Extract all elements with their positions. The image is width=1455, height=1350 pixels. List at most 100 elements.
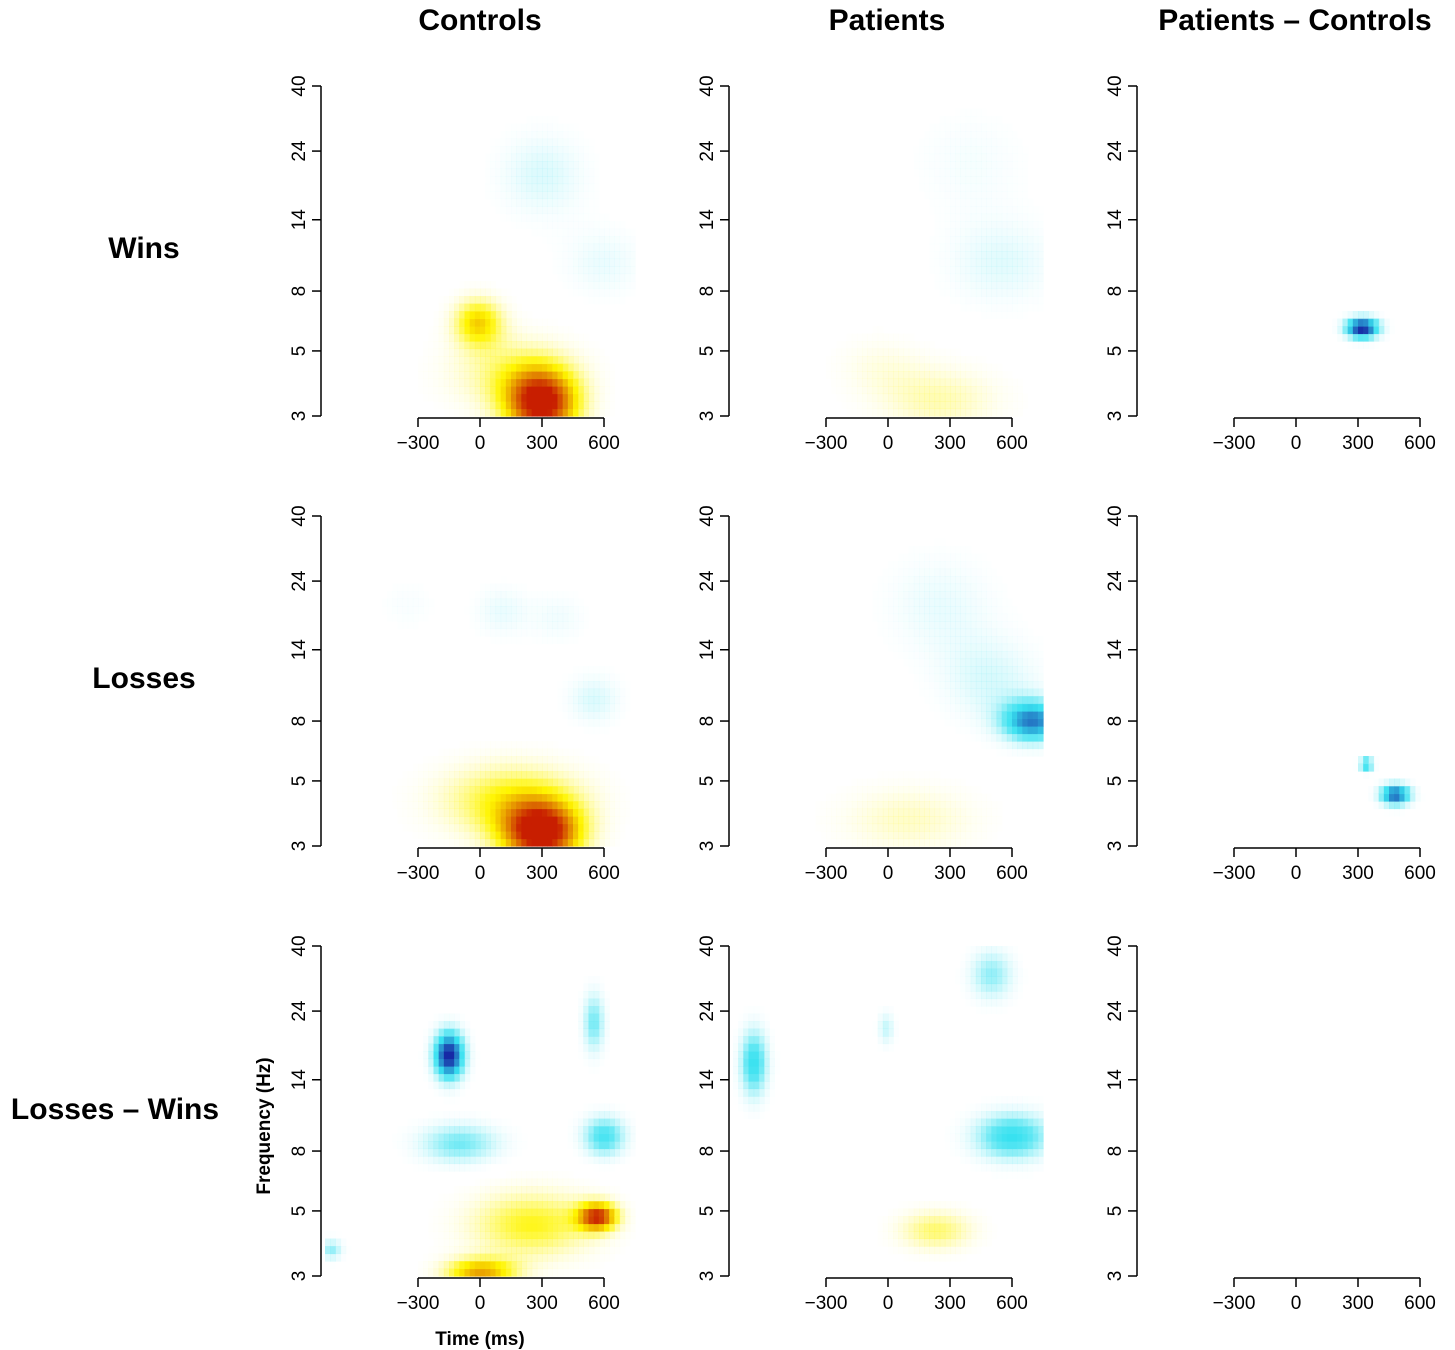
heatmap-cell xyxy=(567,1141,574,1150)
heatmap-cell xyxy=(495,1178,502,1187)
heatmap-cell xyxy=(557,598,564,607)
heatmap-cell xyxy=(516,808,522,817)
heatmap-cell xyxy=(593,778,600,787)
heatmap-cell xyxy=(619,1118,626,1127)
heatmap-cell xyxy=(469,613,476,622)
heatmap-cell xyxy=(516,793,522,802)
heatmap-cell xyxy=(428,778,435,787)
heatmap-cell xyxy=(929,576,936,585)
heatmap-cell xyxy=(919,651,925,660)
heatmap-cell xyxy=(970,666,977,675)
heatmap-cell xyxy=(536,356,543,365)
heatmap-cell xyxy=(485,816,491,825)
heatmap-cell xyxy=(981,553,987,562)
heatmap-cell xyxy=(423,808,429,817)
heatmap-cell xyxy=(474,801,481,810)
heatmap-cell xyxy=(1006,711,1013,720)
heatmap-cell xyxy=(464,341,471,350)
heatmap-cell xyxy=(1027,288,1034,297)
heatmap-cell xyxy=(418,1051,424,1060)
heatmap-cell xyxy=(970,243,977,252)
heatmap-cell xyxy=(1017,393,1023,402)
heatmap-cell xyxy=(500,408,507,417)
heatmap-cell xyxy=(531,401,538,410)
heatmap-cell xyxy=(516,386,522,395)
heatmap-cell xyxy=(418,1058,424,1067)
heatmap-cell xyxy=(970,816,977,825)
heatmap-cell xyxy=(598,1058,605,1067)
heatmap-cell xyxy=(604,688,610,697)
heatmap-cell xyxy=(996,583,1003,592)
heatmap-cell xyxy=(753,1051,760,1060)
heatmap-cell xyxy=(449,756,455,765)
heatmap-cell xyxy=(604,266,610,275)
heatmap-cell xyxy=(485,771,491,780)
heatmap-cell xyxy=(557,183,564,192)
heatmap-cell xyxy=(955,176,961,185)
heatmap-cell xyxy=(1032,221,1039,230)
heatmap-cell xyxy=(573,681,579,690)
heatmap-cell xyxy=(743,1073,750,1082)
heatmap-cell xyxy=(960,123,967,132)
heatmap-cell xyxy=(1006,153,1013,162)
heatmap-cell xyxy=(872,408,879,417)
heatmap-cell xyxy=(996,643,1003,652)
heatmap-cell xyxy=(578,221,584,230)
heatmap-cell xyxy=(733,1073,739,1082)
heatmap-cell xyxy=(893,393,899,402)
heatmap-cell xyxy=(438,363,445,372)
heatmap-cell xyxy=(542,1216,548,1225)
heatmap-cell xyxy=(939,801,946,810)
heatmap-cell xyxy=(552,1231,559,1240)
heatmap-cell xyxy=(438,771,445,780)
heatmap-cell xyxy=(330,1231,336,1240)
heatmap-cell xyxy=(573,408,579,417)
heatmap-cell xyxy=(836,838,843,847)
heatmap-cell xyxy=(965,363,972,372)
heatmap-cell xyxy=(919,386,925,395)
heatmap-cell xyxy=(764,1051,770,1060)
heatmap-cell xyxy=(604,673,610,682)
heatmap-cell xyxy=(872,356,879,365)
heatmap-cell xyxy=(490,1246,497,1255)
heatmap-cell xyxy=(521,613,528,622)
heatmap-cell xyxy=(474,1261,481,1270)
heatmap-cell xyxy=(986,733,992,742)
heatmap-cell xyxy=(573,341,579,350)
heatmap-cell xyxy=(480,1268,486,1277)
x-tick-label: 300 xyxy=(526,433,558,454)
heatmap-cell xyxy=(500,763,507,772)
heatmap-cell xyxy=(474,1231,481,1240)
heatmap-cell xyxy=(748,1066,755,1075)
heatmap-cell xyxy=(629,1201,636,1210)
heatmap-cell xyxy=(500,1126,507,1135)
heatmap-cell xyxy=(464,1261,471,1270)
heatmap-cell xyxy=(748,1103,755,1112)
heatmap-cell xyxy=(970,598,977,607)
heatmap-cell xyxy=(934,243,941,252)
heatmap-cell xyxy=(619,681,626,690)
heatmap-cell xyxy=(862,401,868,410)
heatmap-cell xyxy=(495,583,502,592)
heatmap-cell xyxy=(547,318,553,327)
heatmap-cell xyxy=(609,801,615,810)
heatmap-cell xyxy=(490,748,497,757)
heatmap-cell xyxy=(449,1133,455,1142)
heatmap-cell xyxy=(598,1118,605,1127)
heatmap-cell xyxy=(913,831,920,840)
heatmap-cell xyxy=(454,311,460,320)
heatmap-cell xyxy=(433,371,440,380)
heatmap-cell xyxy=(490,1186,497,1195)
heatmap-cell xyxy=(593,1148,600,1157)
heatmap-cell xyxy=(464,296,471,305)
heatmap-cell xyxy=(480,808,486,817)
heatmap-cell xyxy=(573,1253,579,1262)
heatmap-cell xyxy=(934,176,941,185)
heatmap-cell xyxy=(758,1021,765,1030)
heatmap-cell xyxy=(955,363,961,372)
heatmap-cell xyxy=(542,153,548,162)
heatmap-cell xyxy=(903,591,910,600)
heatmap-cell xyxy=(428,1246,435,1255)
heatmap-cell xyxy=(511,606,517,615)
